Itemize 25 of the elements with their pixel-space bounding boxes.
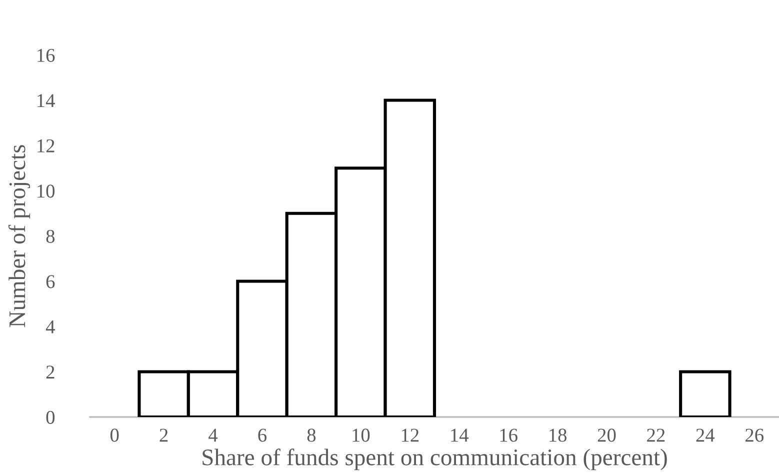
y-tick-label: 10 bbox=[38, 184, 55, 198]
y-tick-label: 6 bbox=[46, 275, 55, 288]
y-tick-label: 14 bbox=[38, 94, 55, 107]
y-tick-label: 8 bbox=[46, 230, 55, 243]
x-tick-label: 12 bbox=[402, 428, 419, 442]
x-tick-label: 14 bbox=[451, 428, 469, 442]
x-tick-label: 18 bbox=[550, 428, 567, 442]
x-tick-label: 8 bbox=[307, 428, 316, 442]
y-tick-label: 2 bbox=[46, 366, 54, 378]
x-tick-label: 10 bbox=[352, 428, 370, 442]
x-tick-label: 16 bbox=[500, 428, 518, 442]
x-axis-title: Share of funds spent on communication (percent) bbox=[202, 448, 667, 470]
y-axis-title: Number of projects bbox=[8, 145, 30, 328]
x-tick-label: 6 bbox=[258, 428, 267, 442]
y-tick-label: 4 bbox=[46, 320, 55, 334]
y-tick-label: 0 bbox=[46, 410, 55, 424]
x-tick-label: 0 bbox=[110, 428, 119, 442]
x-tick-label: 22 bbox=[647, 428, 665, 442]
x-tick-label: 24 bbox=[696, 428, 715, 442]
x-tick-label: 26 bbox=[746, 428, 764, 442]
x-tick-label: 4 bbox=[208, 428, 218, 442]
x-tick-label: 2 bbox=[160, 428, 168, 442]
x-tick-label: 20 bbox=[598, 428, 616, 442]
y-tick-label: 12 bbox=[38, 139, 54, 152]
y-tick-label: 16 bbox=[38, 48, 55, 62]
